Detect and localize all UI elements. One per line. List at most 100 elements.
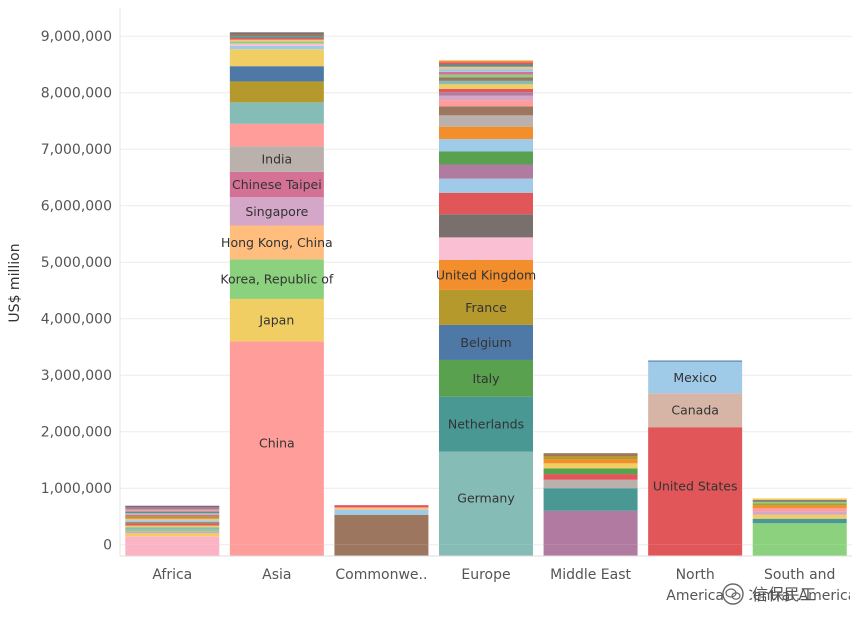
bar-segment [334,507,429,510]
segment-label: Germany [457,491,515,506]
bar-segment [229,102,324,124]
y-tick-label: 0 [103,538,112,554]
wechat-icon [722,583,744,605]
bar-segment [439,324,533,360]
bar-segment [543,468,638,475]
segment-label: France [465,300,507,315]
bar-segment [334,505,429,508]
bar-segment [229,39,324,42]
bar-segment [439,192,533,215]
bar-segment [439,164,533,179]
bar-stack [752,498,847,556]
bar-segment [752,523,847,545]
bar-segment [125,531,220,534]
bar-segment [229,37,324,40]
bar-segment [125,511,220,514]
bar-segment [229,33,324,37]
bar-segment [125,516,220,519]
bar-segment [648,544,743,556]
bar-segment [439,84,533,89]
y-tick-label: 1,000,000 [41,481,112,497]
bar-segment [439,178,533,193]
bar-stack: China Japan Korea, Republic of Hong Kong, C… [220,32,334,556]
bar-segment [229,197,324,226]
bar-segment [543,453,638,457]
bar-segment [752,501,847,504]
bar-segment [125,518,220,521]
bar-stack [334,505,429,556]
bar-segment [125,509,220,512]
bar-segment [648,360,743,362]
watermark-text: 信保民工 [752,585,816,604]
watermark: 信保民工 [722,583,816,605]
bar-segment [439,92,533,96]
bar-segment [229,225,324,260]
bar-segment [439,237,533,260]
bar-segment [543,459,638,464]
bar-segment [229,49,324,67]
bar-segment [439,66,533,70]
bar-segment [752,518,847,524]
bar-segment [752,507,847,512]
bar-segment [648,427,743,545]
bar-segment [439,106,533,116]
y-tick-label: 8,000,000 [41,86,112,102]
bar-segment [439,289,533,325]
bar-segment [439,139,533,152]
y-tick-label: 5,000,000 [41,255,112,271]
bar-segment [752,503,847,506]
segment-label: China [259,436,295,451]
bar-segment [752,514,847,519]
y-tick-label: 7,000,000 [41,142,112,158]
bar-segment [125,507,220,510]
bar-segment [439,69,533,72]
bar-segment [125,544,220,556]
segment-label: Canada [671,403,719,418]
y-tick-label: 6,000,000 [41,199,112,215]
bar-segment [439,62,533,65]
bar-segment [439,74,533,78]
x-tick-label: North America [666,567,724,604]
bar-segment [229,66,324,82]
bar-segment [543,474,638,480]
bar-segment [439,214,533,238]
bar-segment [439,544,533,556]
bar-segment [125,513,220,515]
segment-label: United States [653,478,738,493]
y-axis: 0 1,000,000 2,000,000 3,000,000 4,000,000 5,0… [41,8,121,556]
bar-segment [125,520,220,523]
bar-segment [439,95,533,101]
bar-segment [125,525,220,528]
bar-segment [543,479,638,489]
bar-segment [229,41,324,44]
bar-segment [543,463,638,469]
y-axis-title: US$ million [7,243,23,322]
bar-segment [439,359,533,397]
bar-segment [229,81,324,103]
bar-segment [439,151,533,165]
segment-label: Chinese Taipei [232,177,322,192]
x-tick-label: Europe [461,567,510,583]
bar-segment [648,393,743,428]
x-tick-label: South and Central America [743,567,856,604]
bar-segment [229,544,324,556]
x-tick-label: Africa [152,567,192,583]
y-tick-label: 2,000,000 [41,425,112,441]
bar-segment [543,488,638,511]
segment-label: Belgium [460,335,511,350]
bar-stack: United States Canada Mexico [648,360,743,556]
bar-segment [229,36,324,38]
bar-segment [439,396,533,452]
bar-segment [439,451,533,545]
bar-segment [334,544,429,556]
bar-segment [752,544,847,556]
bar-segment [543,510,638,545]
bar-segment [439,259,533,290]
segment-label: Hong Kong, China [221,235,333,250]
bar-segment [439,126,533,140]
segment-label: Japan [258,313,294,328]
bar-segment [439,71,533,75]
y-tick-label: 4,000,000 [41,312,112,328]
bar-segment [543,544,638,556]
